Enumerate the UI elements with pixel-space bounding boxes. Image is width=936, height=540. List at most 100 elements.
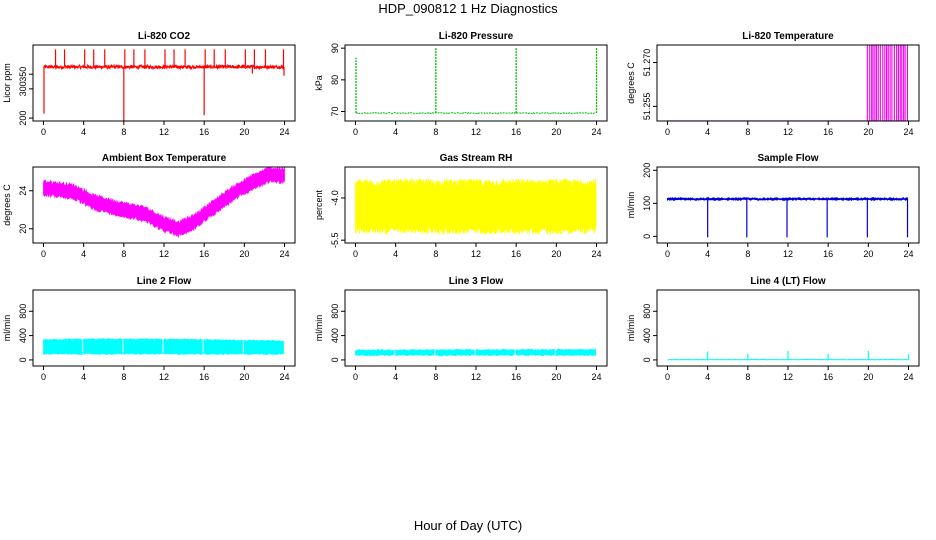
x-tick-label: 4: [705, 127, 710, 137]
y-axis-label: kPa: [314, 75, 324, 91]
series-band: [43, 167, 285, 239]
x-tick-label: 24: [592, 249, 602, 259]
x-tick-label: 20: [239, 372, 249, 382]
x-tick-label: 4: [705, 249, 710, 259]
panel-3: Ambient Box Temperature 0 4 8 12 16 20 24 20 24 de…: [2, 153, 296, 259]
series-line: [355, 111, 597, 115]
y-tick-label: 80: [330, 75, 340, 85]
y-tick-label: 400: [330, 328, 340, 343]
series-group: [667, 45, 909, 121]
y-axis-label: ml/min: [626, 192, 636, 219]
panel-title: Li-820 Temperature: [742, 31, 834, 42]
x-tick-label: 4: [81, 372, 86, 382]
x-tick-label: 24: [280, 127, 290, 137]
panel-1: Li-820 Pressure 0 4 8 12 16 20 24 70 80 90 kPa: [314, 31, 608, 137]
x-tick-label: 12: [783, 127, 793, 137]
y-tick-label: 400: [642, 328, 652, 343]
y-tick-label: -5.5: [330, 232, 340, 248]
panel-5: Sample Flow 0 4 8 12 16 20 24 0 100 200 ml/min: [626, 153, 920, 259]
x-tick-label: 8: [433, 372, 438, 382]
y-tick-label: 800: [18, 304, 28, 319]
page-title: HDP_090812 1 Hz Diagnostics: [378, 1, 558, 16]
x-tick-label: 0: [665, 249, 670, 259]
x-tick-label: 0: [353, 249, 358, 259]
x-tick-label: 8: [433, 249, 438, 259]
page-x-axis-label: Hour of Day (UTC): [413, 518, 523, 533]
panel-title: Li-820 CO2: [138, 31, 191, 42]
series-band: [355, 177, 597, 236]
x-tick-label: 20: [551, 127, 561, 137]
series-group: [355, 348, 596, 357]
y-tick-label: 0: [18, 357, 28, 362]
plot-frame: [656, 166, 920, 244]
series-group: [667, 196, 909, 238]
x-tick-label: 20: [551, 372, 561, 382]
series-group: [43, 167, 285, 239]
series-group: [43, 49, 285, 121]
y-tick-label: 350: [18, 67, 28, 82]
x-tick-label: 4: [393, 372, 398, 382]
panel-title: Ambient Box Temperature: [102, 153, 227, 164]
panel-7: Line 3 Flow 0 4 8 12 16 20 24 0 400 800 ml/min: [314, 276, 608, 382]
x-tick-label: 0: [665, 127, 670, 137]
x-tick-label: 20: [239, 249, 249, 259]
x-tick-label: 20: [863, 249, 873, 259]
y-axis-label: Licor ppm: [2, 63, 12, 103]
x-tick-label: 20: [551, 249, 561, 259]
panel-8: Line 4 (LT) Flow 0 4 8 12 16 20 24 0 400 800 ml/min: [626, 276, 920, 382]
x-tick-label: 0: [353, 372, 358, 382]
y-tick-label: 400: [18, 328, 28, 343]
plot-frame: [32, 44, 296, 122]
y-tick-label: 300: [18, 81, 28, 96]
y-axis-label: degrees C: [626, 62, 636, 104]
x-tick-label: 16: [199, 249, 209, 259]
y-tick-label: 90: [330, 43, 340, 53]
x-tick-label: 4: [393, 127, 398, 137]
x-tick-label: 8: [745, 372, 750, 382]
x-tick-label: 4: [81, 249, 86, 259]
panel-title: Line 4 (LT) Flow: [750, 276, 826, 287]
x-tick-label: 12: [783, 372, 793, 382]
y-tick-label: 0: [642, 357, 652, 362]
x-tick-label: 12: [159, 249, 169, 259]
series-group: [355, 177, 597, 236]
y-tick-label: 800: [642, 304, 652, 319]
panel-2: Li-820 Temperature 0 4 8 12 16 20 24 51.255 51.27…: [626, 31, 920, 137]
y-axis-label: percent: [314, 189, 324, 220]
x-tick-label: 12: [471, 249, 481, 259]
x-tick-label: 24: [904, 127, 914, 137]
y-tick-label: 20: [18, 224, 28, 234]
x-tick-label: 16: [199, 372, 209, 382]
y-tick-label: 51.255: [642, 93, 652, 121]
y-tick-label: 24: [18, 186, 28, 196]
x-tick-label: 16: [511, 127, 521, 137]
x-tick-label: 12: [159, 372, 169, 382]
plot-frame: [32, 289, 296, 367]
panel-title: Li-820 Pressure: [439, 31, 514, 42]
x-tick-label: 12: [471, 372, 481, 382]
x-tick-label: 24: [280, 372, 290, 382]
y-tick-label: 70: [330, 106, 340, 116]
x-tick-label: 24: [592, 372, 602, 382]
x-tick-label: 8: [121, 249, 126, 259]
x-tick-label: 16: [823, 127, 833, 137]
panel-6: Line 2 Flow 0 4 8 12 16 20 24 0 400 800 ml/min: [2, 276, 296, 382]
series-band: [43, 338, 284, 355]
x-tick-label: 8: [745, 249, 750, 259]
panel-title: Sample Flow: [757, 153, 818, 164]
y-axis-label: ml/min: [314, 315, 324, 342]
x-tick-label: 20: [863, 372, 873, 382]
x-tick-label: 4: [81, 127, 86, 137]
panel-4: Gas Stream RH 0 4 8 12 16 20 24 -5.5 -4.0 percent: [314, 153, 608, 259]
x-tick-label: 20: [239, 127, 249, 137]
y-tick-label: 0: [330, 357, 340, 362]
y-tick-label: -4.0: [330, 190, 340, 206]
y-axis-label: ml/min: [2, 315, 12, 342]
x-tick-label: 16: [823, 372, 833, 382]
x-tick-label: 12: [471, 127, 481, 137]
y-tick-label: 800: [330, 304, 340, 319]
y-tick-label: 0: [642, 234, 652, 239]
x-tick-label: 0: [665, 372, 670, 382]
y-tick-label: 51.270: [642, 49, 652, 77]
